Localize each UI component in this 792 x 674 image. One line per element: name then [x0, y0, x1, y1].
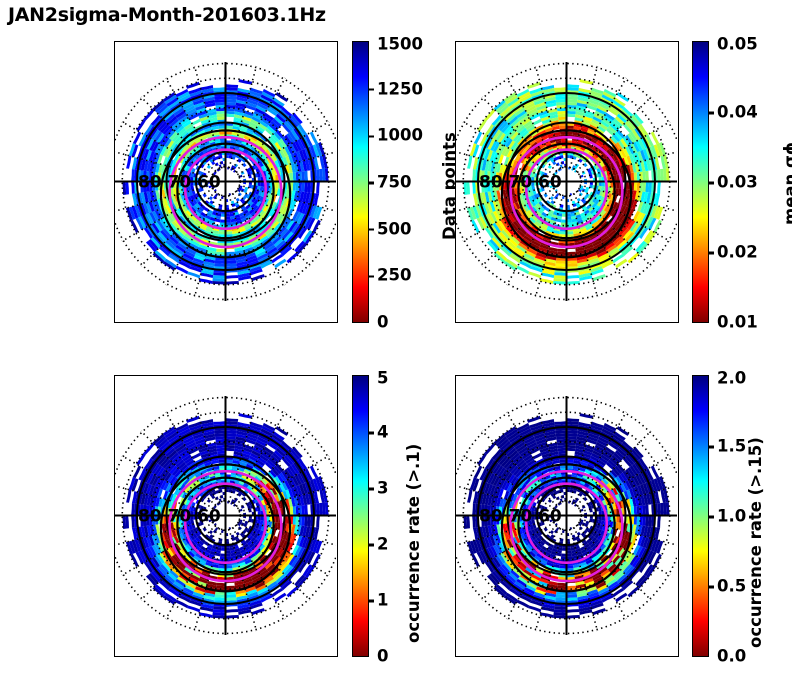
svg-text:60: 60	[538, 507, 562, 527]
svg-text:70: 70	[509, 507, 533, 527]
colorbar-gradient-data-points	[353, 42, 368, 322]
colorbar-tick: 4	[368, 423, 388, 442]
colorbar-ticks-occurrence-rate-01: 5 4 3 2 1 0	[368, 369, 458, 666]
colorbar-mean-sigma-phi: 0.05 0.04 0.03 0.02 0.01	[692, 35, 758, 332]
colorbar-tick: 0.04	[708, 103, 758, 122]
colorbar-tick: 0.01	[717, 312, 758, 332]
colorbar-tick: 500	[368, 219, 411, 238]
colorbar-tick: 250	[368, 266, 411, 285]
colorbar-label-occurrence-rate-015: occurrence rate (>.15)	[746, 437, 765, 648]
svg-text:70: 70	[168, 173, 192, 193]
colorbar-tick: 5	[377, 368, 389, 388]
colorbar-tick: 0.02	[708, 243, 758, 262]
figure-title: JAN2sigma-Month-201603.1Hz	[8, 4, 326, 26]
panel-mean-sigma-phi: 60 70 80	[455, 41, 679, 323]
colorbar-label-mean-sigma-phi: mean σϕ	[781, 142, 792, 225]
colorbar-gradient-occurrence-rate-01	[353, 376, 368, 656]
colorbar-tick: 0.03	[708, 173, 758, 192]
colorbar-tick: 1.0	[708, 507, 746, 526]
colorbar-tick: 2.0	[717, 368, 747, 388]
colorbar-tick: 0.5	[708, 577, 746, 596]
colorbar-tick: 1.5	[708, 437, 746, 456]
colorbar-tick: 0	[377, 646, 389, 666]
svg-text:60: 60	[538, 173, 562, 193]
svg-text:80: 80	[138, 173, 162, 193]
colorbar-tick: 1	[368, 591, 388, 610]
svg-text:60: 60	[197, 173, 221, 193]
colorbar-tick: 0.05	[717, 34, 758, 54]
svg-text:80: 80	[138, 507, 162, 527]
colorbar-tick: 3	[368, 479, 388, 498]
panel-data-points: 60 70 80	[114, 41, 338, 323]
svg-text:80: 80	[479, 173, 503, 193]
colorbar-tick: 1500	[377, 34, 423, 54]
colorbar-tick: 1000	[368, 126, 423, 145]
svg-text:70: 70	[168, 507, 192, 527]
colorbar-label-occurrence-rate-01: occurrence rate (>.1)	[404, 443, 423, 643]
colorbar-tick: 0	[377, 312, 389, 332]
colorbar-occurrence-rate-015: 2.0 1.5 1.0 0.5 0.0	[692, 369, 746, 666]
panel-occurrence-rate-015: 60 70 80	[455, 375, 679, 657]
svg-text:70: 70	[509, 173, 533, 193]
colorbar-tick: 1250	[368, 79, 423, 98]
colorbar-data-points: 1500 1250 1000 750 500 250 0	[352, 35, 423, 332]
colorbar-tick: 2	[368, 535, 388, 554]
colorbar-gradient-occurrence-rate-015	[693, 376, 708, 656]
svg-text:80: 80	[479, 507, 503, 527]
colorbar-ticks-occurrence-rate-015: 2.0 1.5 1.0 0.5 0.0	[708, 369, 792, 666]
colorbar-tick: 750	[368, 173, 411, 192]
colorbar-ticks-mean-sigma-phi: 0.05 0.04 0.03 0.02 0.01	[708, 35, 792, 332]
colorbar-occurrence-rate-01: 5 4 3 2 1 0	[352, 369, 388, 666]
colorbar-ticks-data-points: 1500 1250 1000 750 500 250 0	[368, 35, 458, 332]
colorbar-tick: 0.0	[717, 646, 747, 666]
panel-occurrence-rate-01: 60 70 80	[114, 375, 338, 657]
colorbar-gradient-mean-sigma-phi	[693, 42, 708, 322]
svg-text:60: 60	[197, 507, 221, 527]
